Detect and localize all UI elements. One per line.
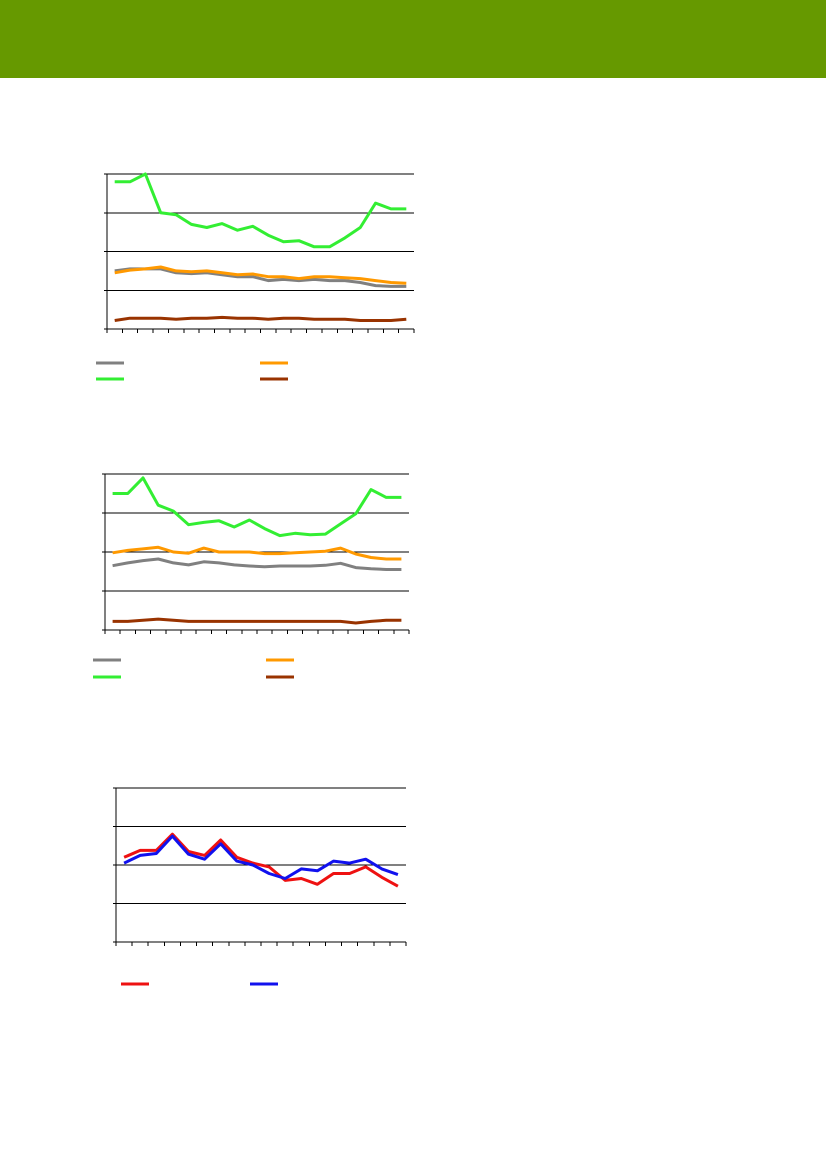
header-band — [0, 0, 826, 78]
series-line-4 — [114, 315, 407, 322]
series-line-2 — [114, 265, 407, 285]
series-line-3 — [112, 476, 402, 538]
series-line-2 — [123, 834, 399, 880]
line-chart-2 — [93, 473, 410, 679]
series-line-2 — [112, 545, 402, 561]
series-line-4 — [112, 617, 402, 625]
series-line-3 — [114, 172, 407, 249]
line-chart-3 — [113, 787, 407, 986]
line-chart-1 — [96, 172, 415, 381]
series-line-1 — [112, 557, 402, 571]
series-line-1 — [114, 267, 407, 288]
